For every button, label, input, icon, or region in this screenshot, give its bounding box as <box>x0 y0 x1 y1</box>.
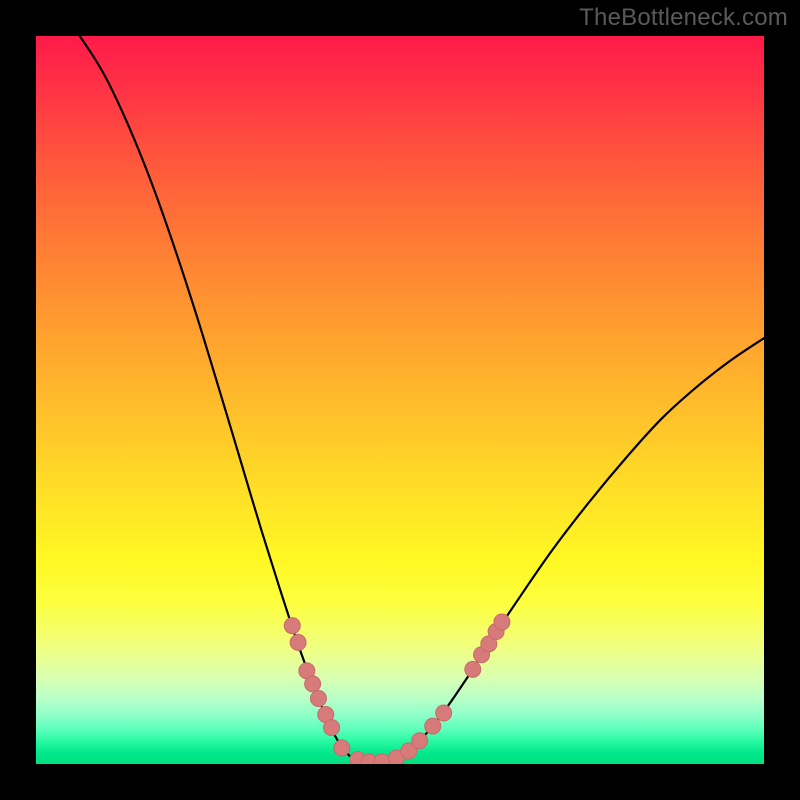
data-marker <box>334 740 350 756</box>
chart-svg-layer <box>36 36 764 764</box>
data-marker <box>310 690 326 706</box>
data-marker <box>305 676 321 692</box>
data-marker <box>494 614 510 630</box>
chart-plot-area <box>36 36 764 764</box>
bottleneck-curve <box>80 36 764 763</box>
data-marker <box>436 705 452 721</box>
watermark-text: TheBottleneck.com <box>579 4 788 32</box>
data-marker <box>374 754 390 764</box>
data-marker <box>425 718 441 734</box>
data-marker <box>324 720 340 736</box>
data-marker <box>465 661 481 677</box>
data-marker <box>284 618 300 634</box>
data-marker <box>290 634 306 650</box>
chart-outer-frame: TheBottleneck.com <box>0 0 800 800</box>
data-marker <box>412 733 428 749</box>
